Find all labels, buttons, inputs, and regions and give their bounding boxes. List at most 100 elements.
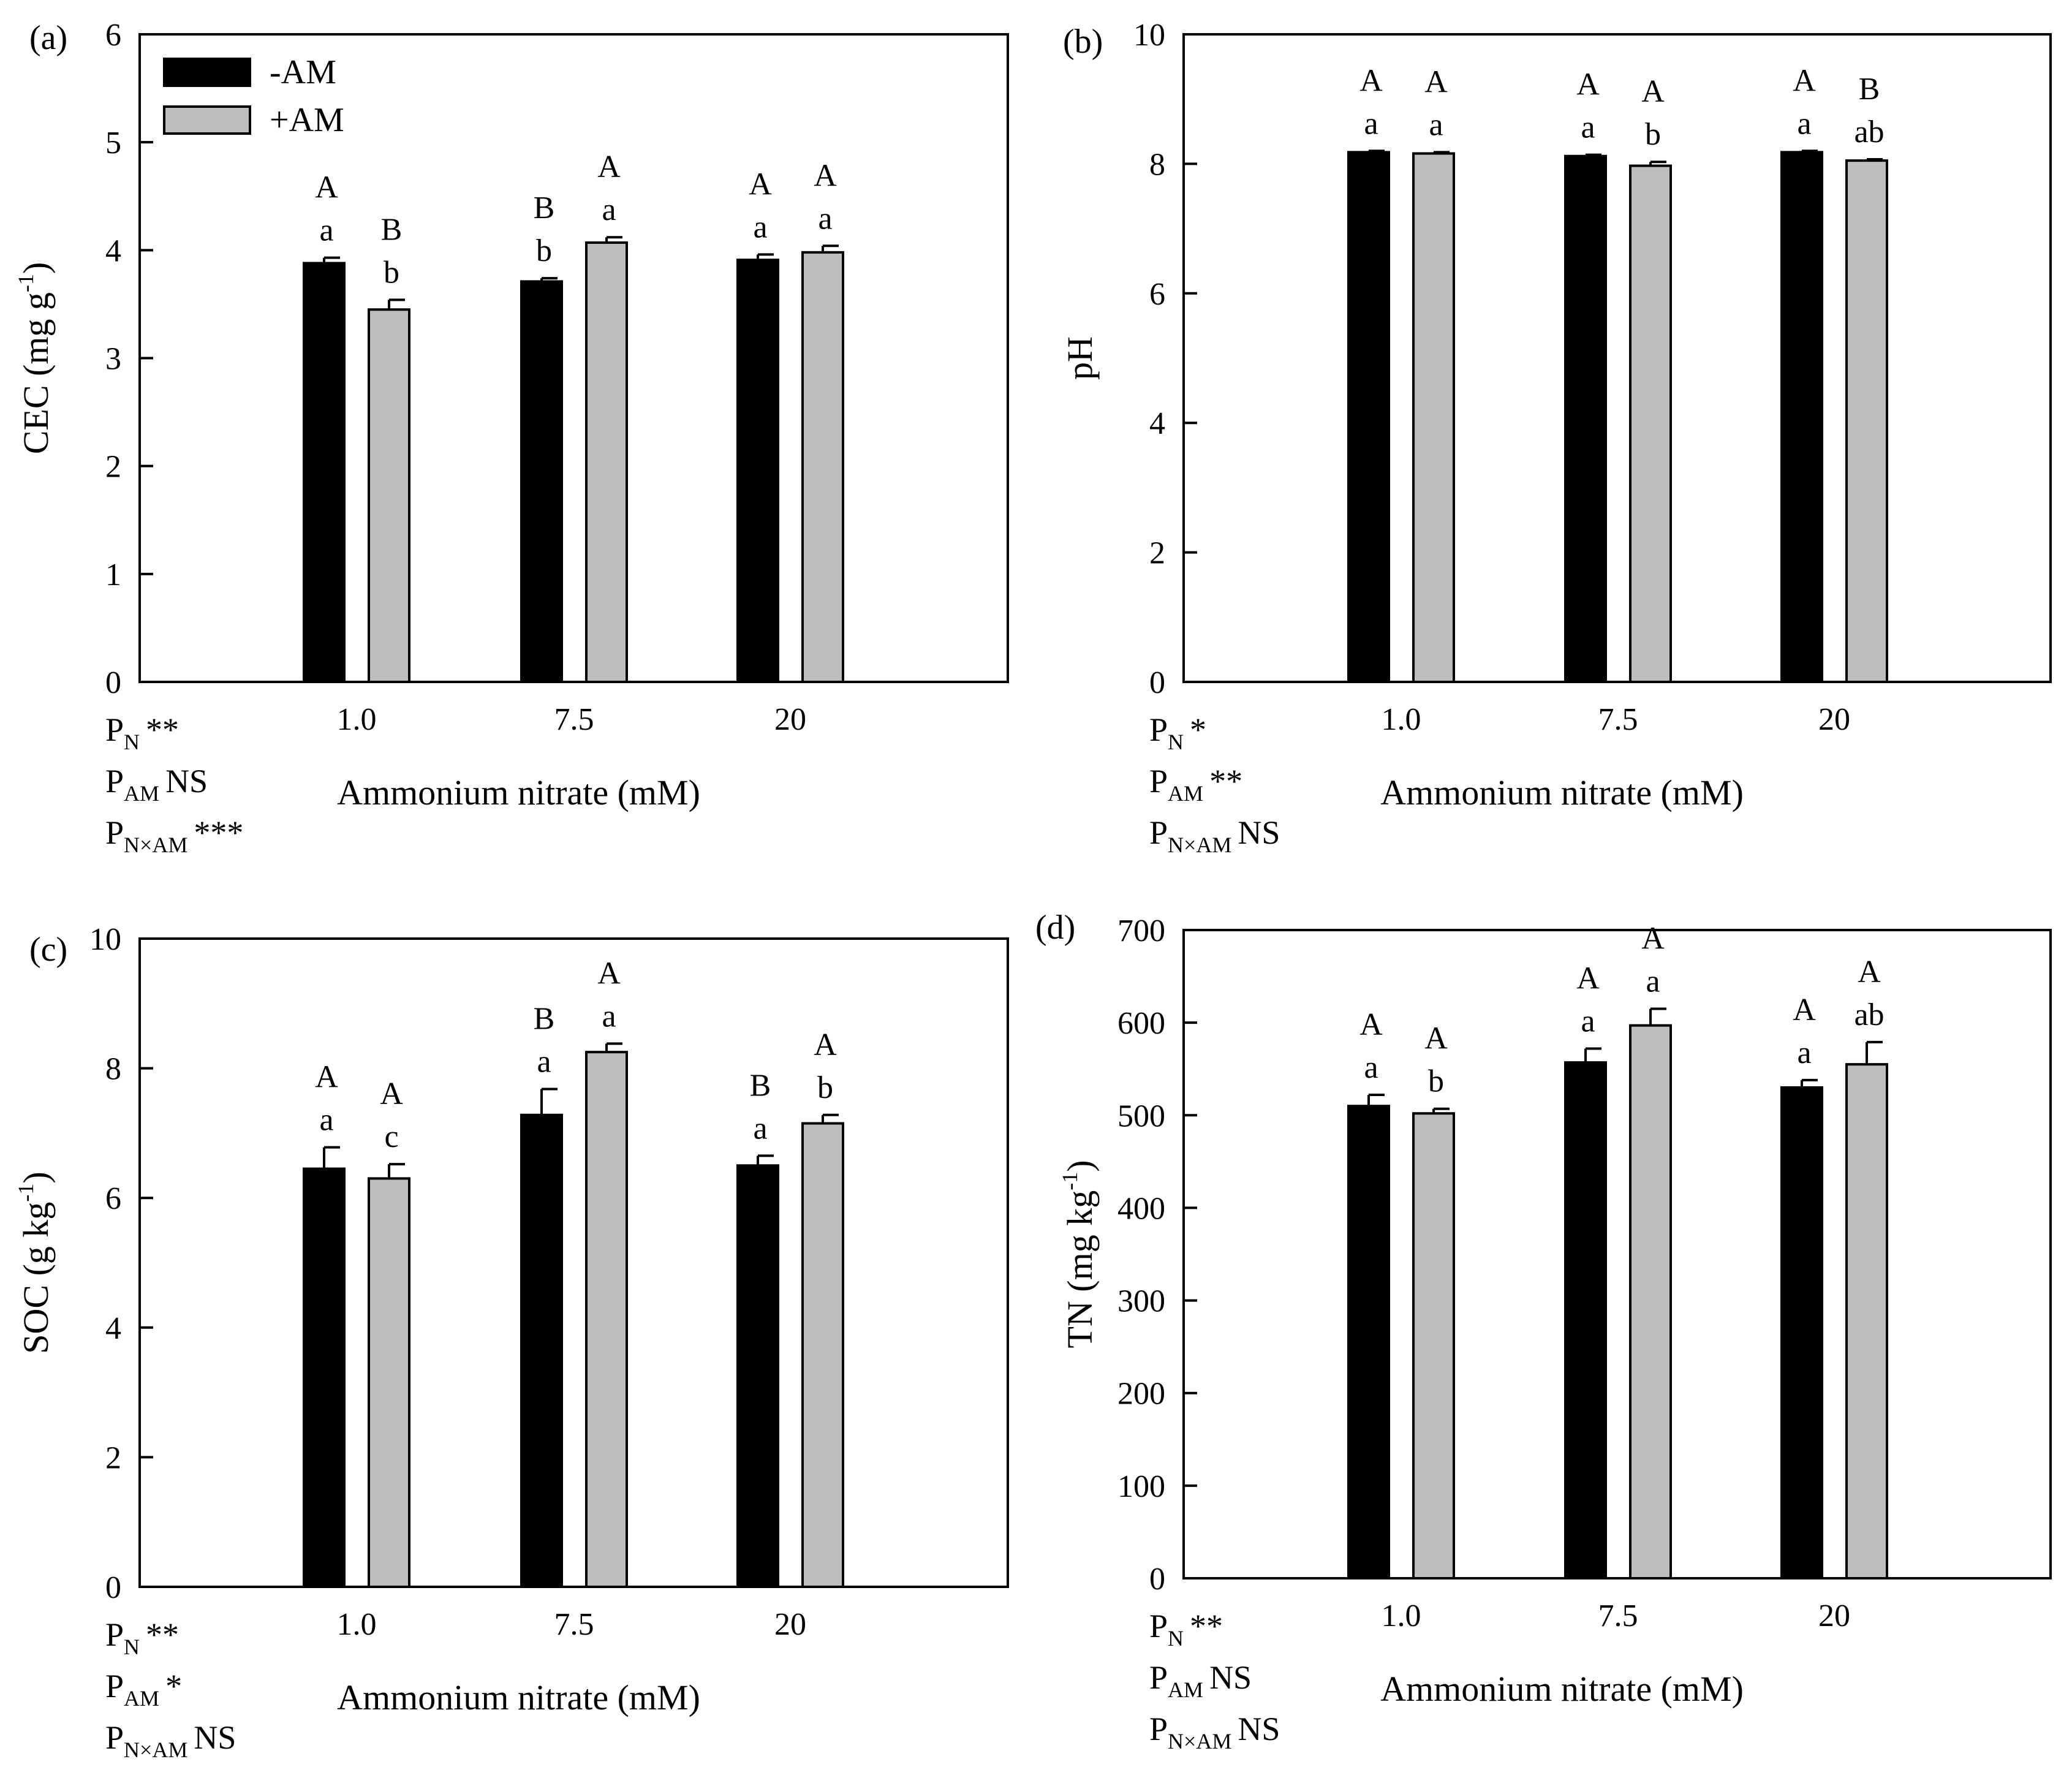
legend-label: -AM xyxy=(270,53,336,91)
x-tick-label: 1.0 xyxy=(337,1607,377,1642)
sig-letter-lower: a xyxy=(1364,106,1378,141)
sig-letter-upper: A xyxy=(315,1060,338,1095)
bar-plus-am xyxy=(368,308,410,684)
y-axis-label: pH xyxy=(1060,336,1100,380)
y-tick-label: 2 xyxy=(1149,536,1165,571)
y-axis-label: TN (mg kg-1) xyxy=(1057,1160,1100,1348)
x-tick-label: 7.5 xyxy=(554,702,594,737)
sig-letter-upper: B xyxy=(1859,72,1880,107)
panel-label: (c) xyxy=(29,931,67,969)
sig-letter-lower: a xyxy=(1797,1035,1811,1070)
sig-letter-upper: A xyxy=(315,170,338,205)
x-tick-label: 7.5 xyxy=(1598,1598,1638,1633)
sig-letter-lower: a xyxy=(753,1111,767,1146)
p-stat: PN×AM NS xyxy=(105,1719,236,1762)
sig-letter-upper: A xyxy=(814,1027,837,1062)
y-tick-label: 100 xyxy=(1117,1469,1165,1504)
legend: -AM +AM xyxy=(163,53,344,139)
sig-letter-upper: A xyxy=(814,158,837,193)
y-tick-label: 6 xyxy=(1149,277,1165,312)
sig-letter-lower: a xyxy=(602,999,616,1034)
sig-letter-lower: a xyxy=(753,210,767,244)
x-tick-label: 20 xyxy=(1818,702,1850,737)
panel-a: (a) 0 1 2 3 4 5 6 CEC (mg g-1) 1.0 7.5 20 Ammonium n… xyxy=(13,18,1009,857)
sig-letter-upper: B xyxy=(750,1068,771,1103)
x-tick-label: 1.0 xyxy=(1382,702,1421,737)
sig-letter-lower: a xyxy=(1797,106,1811,141)
p-stat: PN×AM NS xyxy=(1149,814,1280,857)
x-tick-label: 1.0 xyxy=(337,702,377,737)
bar-minus-am xyxy=(736,259,779,683)
sig-letter-lower: ab xyxy=(1854,115,1884,149)
p-stat: PN×AM *** xyxy=(105,814,243,857)
bar-minus-am xyxy=(736,1164,779,1589)
bar-plus-am xyxy=(801,251,844,683)
p-stat: PAM * xyxy=(105,1668,182,1711)
x-tick-label: 7.5 xyxy=(554,1607,594,1642)
panel-d: (d) 0 100 200 300 400 500 600 700 TN (mg kg-1) 1.0… xyxy=(1035,909,2052,1753)
bar-plus-am xyxy=(585,241,628,684)
bar-minus-am xyxy=(1347,1105,1390,1579)
y-tick-label: 8 xyxy=(105,1052,121,1087)
sig-letter-upper: A xyxy=(1359,1007,1383,1042)
sig-letter-lower: a xyxy=(602,192,616,227)
plot-frame xyxy=(1182,33,2052,683)
x-axis-label: Ammonium nitrate (mM) xyxy=(337,773,700,812)
bar-plus-am xyxy=(1845,1063,1888,1579)
sig-letter-upper: A xyxy=(1424,64,1448,99)
sig-letter-lower: a xyxy=(1364,1050,1378,1085)
panel-label: (d) xyxy=(1035,909,1075,947)
y-tick-label: 2 xyxy=(105,1440,121,1475)
bar-minus-am xyxy=(303,262,346,683)
sig-letter-upper: A xyxy=(1793,993,1816,1027)
bar-minus-am xyxy=(1780,1086,1823,1579)
bar-plus-am xyxy=(368,1177,410,1588)
panel-b: (b) 0 2 4 6 8 10 pH 1.0 7.5 20 Ammonium nitrate (mM… xyxy=(1060,18,2052,857)
bar-minus-am xyxy=(1564,1061,1607,1579)
sig-letter-lower: a xyxy=(1581,1004,1595,1038)
y-tick-label: 5 xyxy=(105,126,121,161)
sig-letter-lower: b xyxy=(1428,1064,1444,1099)
sig-letter-upper: A xyxy=(1858,955,1881,989)
plot-frame xyxy=(1182,929,2052,1579)
x-axis-label: Ammonium nitrate (mM) xyxy=(337,1678,700,1717)
sig-letter-lower: a xyxy=(537,1044,551,1079)
y-tick-label: 500 xyxy=(1117,1099,1165,1133)
y-tick-label: 200 xyxy=(1117,1377,1165,1412)
p-stat: PAM NS xyxy=(1149,1659,1252,1702)
sig-letter-lower: b xyxy=(384,255,399,290)
panel-c: (c) 0 2 4 6 8 10 SOC (g kg-1) 1.0 7.5 20 Ammonium n… xyxy=(13,922,1009,1762)
bar-minus-am xyxy=(1564,154,1607,683)
plot-frame xyxy=(138,937,1009,1588)
p-stat: PN ** xyxy=(105,1616,179,1659)
y-axis-label: SOC (g kg-1) xyxy=(13,1171,56,1353)
sig-letter-upper: B xyxy=(534,191,555,225)
sig-letter-upper: A xyxy=(749,167,772,202)
p-stat: PN * xyxy=(1149,711,1206,754)
x-tick-label: 1.0 xyxy=(1382,1598,1421,1633)
sig-letter-upper: A xyxy=(1641,921,1665,956)
y-tick-label: 6 xyxy=(105,18,121,53)
sig-letter-lower: a xyxy=(319,1103,333,1138)
sig-letter-upper: B xyxy=(381,212,403,247)
sig-letter-lower: c xyxy=(384,1119,398,1154)
sig-letter-lower: a xyxy=(319,213,333,248)
y-tick-label: 4 xyxy=(1149,406,1165,441)
y-tick-label: 0 xyxy=(1149,1562,1165,1597)
sig-letter-lower: a xyxy=(1581,110,1595,145)
y-tick-label: 4 xyxy=(105,1311,121,1346)
y-tick-label: 2 xyxy=(105,450,121,485)
x-tick-label: 20 xyxy=(774,702,806,737)
bar-minus-am xyxy=(520,280,563,683)
x-tick-label: 20 xyxy=(774,1607,806,1642)
bar-plus-am xyxy=(1629,164,1672,684)
bar-plus-am xyxy=(1845,159,1888,683)
y-tick-label: 3 xyxy=(105,342,121,377)
legend-label: +AM xyxy=(270,101,344,139)
sig-letter-lower: ab xyxy=(1854,997,1884,1032)
bar-plus-am xyxy=(585,1051,628,1588)
y-tick-label: 400 xyxy=(1117,1191,1165,1226)
sig-letter-lower: a xyxy=(818,201,832,236)
legend-swatch xyxy=(163,58,251,87)
y-tick-label: 10 xyxy=(89,922,121,957)
